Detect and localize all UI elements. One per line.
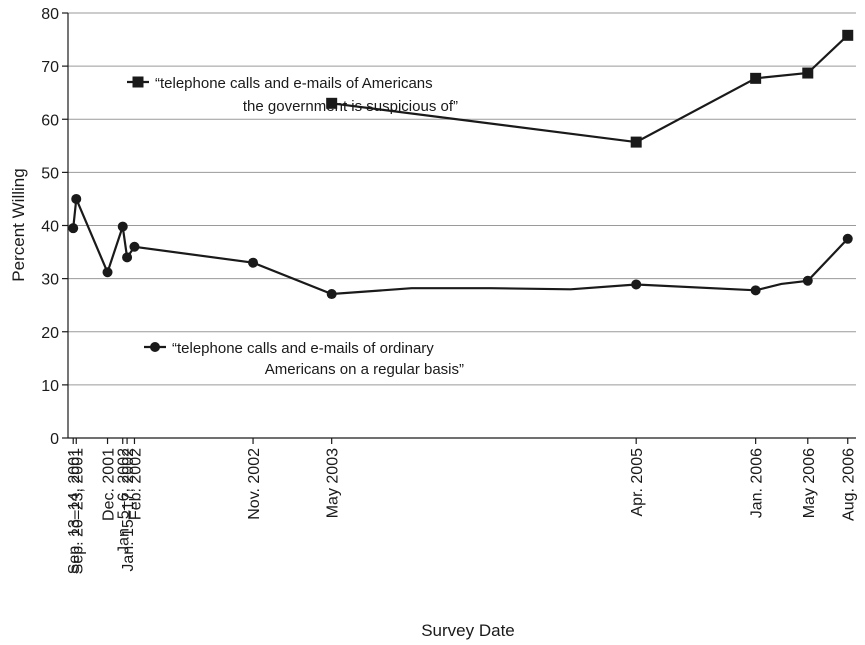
legend-entry-2: “telephone calls and e-mails of ordinary…	[144, 340, 464, 378]
y-tick-label: 80	[41, 6, 59, 23]
data-point-circle	[68, 223, 79, 234]
legend-label-line-2: the government is suspicious of”	[243, 98, 458, 115]
data-point-circle	[129, 241, 140, 252]
y-ticks: 0 10 20 30 40 50 60 70 80	[41, 6, 68, 448]
y-tick-label: 20	[41, 325, 59, 342]
x-tick-label: Feb. 2002	[127, 448, 144, 520]
data-point-circle	[802, 275, 813, 286]
x-axis-title: Survey Date	[421, 621, 515, 640]
data-point-circle	[122, 252, 133, 263]
gridlines	[68, 12, 856, 386]
data-point-circle	[248, 257, 259, 268]
data-point-circle	[750, 285, 761, 296]
x-tick-label: May 2003	[325, 448, 342, 518]
y-axis-title: Percent Willing	[9, 168, 28, 281]
legend: “telephone calls and e-mails of American…	[127, 75, 464, 378]
y-tick-label: 40	[41, 219, 59, 236]
y-tick-label: 10	[41, 378, 59, 395]
data-point-square	[750, 72, 762, 84]
data-point-circle	[842, 233, 853, 244]
legend-entry-1: “telephone calls and e-mails of American…	[127, 75, 458, 115]
series	[68, 29, 854, 300]
x-tick-label: Jan. 2006	[749, 448, 766, 518]
legend-label-line-1: “telephone calls and e-mails of American…	[155, 75, 433, 92]
data-point-circle	[102, 267, 113, 278]
y-tick-label: 30	[41, 272, 59, 289]
data-point-square	[802, 67, 814, 79]
series-line	[72, 194, 849, 296]
legend-marker-square	[132, 76, 144, 88]
y-tick-label: 60	[41, 112, 59, 129]
data-point-square	[842, 29, 854, 41]
legend-marker-circle	[150, 342, 160, 352]
y-tick-label: 0	[50, 431, 59, 448]
data-point-square	[630, 136, 642, 148]
y-tick-label: 50	[41, 165, 59, 182]
x-tick-label: May 2006	[801, 448, 818, 518]
data-point-circle	[117, 221, 128, 232]
data-point-circle	[71, 193, 82, 204]
x-tick-label: Jan. 15–17, 2002	[120, 448, 137, 572]
data-point-circle	[631, 279, 642, 290]
data-point-square	[326, 97, 338, 109]
data-point-circle	[326, 289, 337, 300]
x-tick-label: Nov. 2002	[246, 448, 263, 520]
x-tick-label: Apr. 2005	[629, 448, 646, 517]
series-2	[68, 193, 853, 300]
x-tick-label: Dec. 2001	[101, 448, 118, 521]
x-tick-label: Sep. 13–14, 2001	[66, 448, 83, 574]
series-1	[326, 29, 854, 148]
x-tick-label: Sep. 20–23, 2001	[69, 448, 86, 574]
x-tick-label: Jan. 5–6, 2002	[116, 448, 133, 554]
legend-label-line-1: “telephone calls and e-mails of ordinary	[172, 340, 434, 357]
y-tick-label: 70	[41, 59, 59, 76]
x-tick-label: Aug. 2006	[841, 448, 858, 521]
legend-label-line-2: Americans on a regular basis”	[265, 361, 464, 378]
